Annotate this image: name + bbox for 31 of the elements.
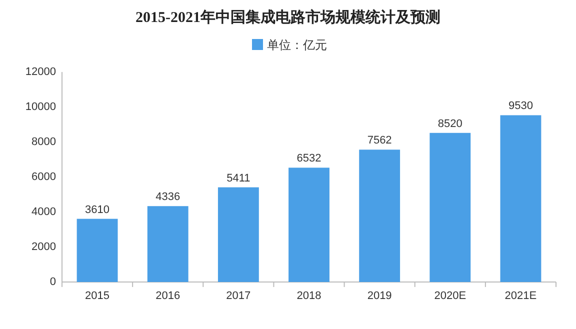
y-tick-label: 0 [50,276,56,288]
bar [500,115,542,282]
y-tick-label: 8000 [32,136,56,148]
legend: 单位：亿元 [252,38,327,52]
y-tick-label: 6000 [32,171,56,183]
data-label: 9530 [508,100,533,112]
bar [288,168,330,282]
x-tick-label: 2019 [367,290,392,302]
legend-label: 单位：亿元 [267,38,327,52]
x-tick-label: 2016 [156,290,180,302]
data-label: 7562 [367,134,392,147]
data-label: 5411 [226,172,250,184]
data-label: 8520 [438,118,462,130]
bar [147,206,188,282]
chart-title: 2015-2021年中国集成电路市场规模统计及预测 [136,8,440,26]
bar [76,218,118,282]
bar [430,132,471,282]
x-tick-label: 2018 [296,290,322,302]
bar [218,187,259,282]
y-tick-label: 2000 [32,241,56,253]
x-tick-label: 2015 [85,290,110,302]
data-label: 3610 [85,204,110,216]
x-tick-label: 2017 [226,290,251,302]
y-tick-label: 12000 [25,66,56,78]
bar [359,150,400,282]
data-label: 6532 [296,152,322,165]
y-tick-label: 4000 [32,206,56,218]
y-tick-label: 10000 [25,101,56,113]
x-tick-label: 2020E [434,290,466,302]
data-label: 4336 [156,191,180,204]
x-tick-label: 2021E [504,290,537,302]
